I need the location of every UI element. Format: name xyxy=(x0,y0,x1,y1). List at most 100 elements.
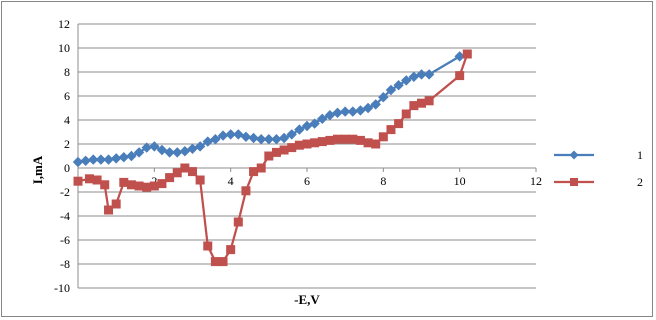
data-point xyxy=(72,156,84,168)
data-point xyxy=(301,120,313,132)
data-point xyxy=(100,180,110,190)
data-point xyxy=(362,102,374,114)
data-point xyxy=(240,131,252,143)
legend-label: 2 xyxy=(637,175,643,189)
data-point xyxy=(340,134,350,144)
data-point xyxy=(210,257,220,267)
x-tick-label: 10 xyxy=(454,174,466,188)
data-point xyxy=(455,71,465,81)
data-point xyxy=(271,147,281,157)
data-point xyxy=(348,134,358,144)
data-point xyxy=(401,109,411,119)
data-point xyxy=(370,99,381,110)
data-point xyxy=(347,106,359,117)
data-point xyxy=(317,137,327,147)
data-point xyxy=(386,125,396,135)
data-point xyxy=(287,143,297,153)
data-point xyxy=(202,136,213,147)
data-point xyxy=(95,154,107,165)
data-point xyxy=(271,133,282,145)
data-point xyxy=(371,139,381,149)
data-point xyxy=(226,245,236,255)
data-point xyxy=(179,145,191,157)
data-point xyxy=(256,163,266,173)
data-point xyxy=(294,140,304,150)
data-point xyxy=(325,135,335,145)
data-point xyxy=(188,167,197,177)
legend-item-1: 1 xyxy=(554,148,643,162)
data-point xyxy=(462,49,472,59)
y-tick-label: 10 xyxy=(58,41,70,55)
data-point xyxy=(317,113,328,125)
data-point xyxy=(241,186,251,196)
data-point xyxy=(393,79,404,91)
data-point xyxy=(408,71,420,83)
data-point xyxy=(264,151,274,161)
x-axis-title: -E,V xyxy=(294,292,320,307)
data-point xyxy=(255,133,267,145)
y-tick-label: 8 xyxy=(64,65,70,79)
x-tick-label: 2 xyxy=(151,174,157,188)
data-point xyxy=(110,153,122,164)
data-point xyxy=(187,143,198,155)
y-tick-label: -4 xyxy=(60,209,70,223)
data-point xyxy=(195,175,205,185)
legend-marker xyxy=(569,150,579,160)
data-point xyxy=(310,138,320,148)
x-tick-label: 6 xyxy=(304,174,310,188)
data-point xyxy=(233,217,243,227)
data-point xyxy=(409,101,419,111)
data-point xyxy=(355,135,365,145)
data-point xyxy=(378,132,388,142)
legend-item-2: 2 xyxy=(554,175,643,189)
data-point xyxy=(180,163,190,173)
data-point xyxy=(225,129,236,140)
data-point xyxy=(385,84,397,96)
y-tick-label: -10 xyxy=(54,281,70,295)
data-point xyxy=(302,139,312,149)
legend-marker xyxy=(570,178,578,186)
y-tick-label: 6 xyxy=(64,89,70,103)
data-point xyxy=(203,241,213,251)
gridlines xyxy=(78,23,536,289)
y-tick-label: 2 xyxy=(64,137,70,151)
data-point xyxy=(218,257,228,267)
data-point xyxy=(126,180,136,190)
data-point xyxy=(103,154,114,165)
data-point xyxy=(363,138,373,148)
data-point xyxy=(164,147,175,158)
data-point xyxy=(286,129,297,140)
data-point xyxy=(134,181,144,191)
data-point xyxy=(394,119,404,129)
x-tick-label: 12 xyxy=(530,174,542,188)
y-tick-label: 4 xyxy=(64,113,70,127)
data-point xyxy=(249,167,259,177)
data-point xyxy=(104,205,114,215)
data-point xyxy=(294,124,305,135)
series-1 xyxy=(72,51,465,168)
data-point xyxy=(416,69,427,80)
series-layer xyxy=(72,49,472,267)
data-point xyxy=(324,109,336,121)
y-axis-title: I,mA xyxy=(30,155,45,184)
data-point xyxy=(126,150,137,162)
data-point xyxy=(454,51,465,62)
data-point xyxy=(332,107,343,119)
data-point xyxy=(149,181,159,191)
data-point xyxy=(118,151,130,163)
data-point xyxy=(84,174,94,184)
data-point xyxy=(111,199,121,209)
x-tick-label: 4 xyxy=(228,174,234,188)
data-point xyxy=(423,69,435,80)
y-tick-labels: 12 10 8 6 4 2 0 -2 -4 -6 -8 -10 xyxy=(54,17,70,295)
data-point xyxy=(248,132,259,144)
data-point xyxy=(401,75,412,86)
series-2 xyxy=(73,49,472,267)
legend-label: 1 xyxy=(637,148,643,162)
data-point xyxy=(339,106,351,117)
data-point xyxy=(333,134,343,144)
data-point xyxy=(142,182,152,192)
data-point xyxy=(157,179,167,189)
data-point xyxy=(424,96,434,106)
